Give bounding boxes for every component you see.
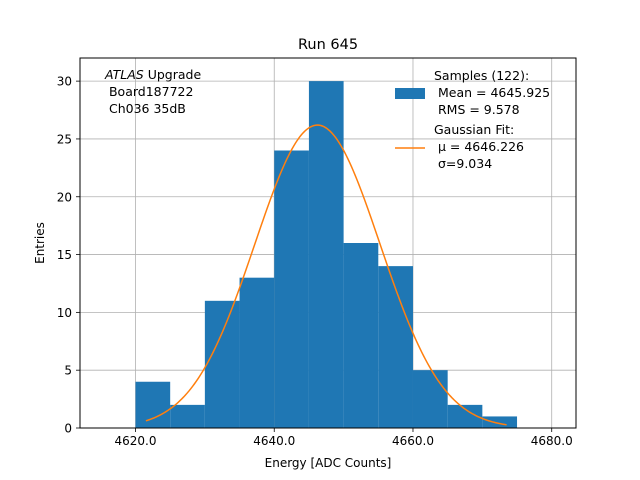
histogram-bar-2 xyxy=(204,300,240,428)
x-tick-label-2: 4660.0 xyxy=(392,434,434,448)
histogram-bar-0 xyxy=(135,381,171,428)
annotation-line-3: Ch036 35dB xyxy=(105,101,186,116)
legend-samples-patch xyxy=(395,88,425,99)
legend-samples-line-1: Samples (122): xyxy=(434,68,529,83)
x-axis-label: Energy [ADC Counts] xyxy=(265,456,392,470)
y-axis: 0 5 10 15 20 25 30 xyxy=(57,75,80,436)
chart-title: Run 645 xyxy=(298,37,358,53)
annotation-line-1: ATLAS Upgrade xyxy=(104,67,201,82)
histogram-bar-8 xyxy=(412,370,448,428)
legend: Samples (122): Mean = 4645.925 RMS = 9.5… xyxy=(395,68,550,171)
histogram-bar-3 xyxy=(239,277,275,428)
histogram-bar-1 xyxy=(170,404,205,428)
legend-samples-line-3: RMS = 9.578 xyxy=(434,102,520,117)
legend-fit-line-2: μ = 4646.226 xyxy=(434,139,524,154)
y-tick-label-5: 25 xyxy=(57,132,72,146)
histogram-bar-10 xyxy=(482,416,518,428)
plot-frame xyxy=(79,57,577,429)
histogram-bar-9 xyxy=(447,404,483,428)
legend-samples-line-2: Mean = 4645.925 xyxy=(434,85,550,100)
y-tick-label-6: 30 xyxy=(57,75,72,89)
annotation-line-2: Board187722 xyxy=(105,84,193,99)
x-tick-label-3: 4680.0 xyxy=(531,434,573,448)
histogram-bar-4 xyxy=(274,150,309,428)
x-tick-label-0: 4620.0 xyxy=(114,434,156,448)
histogram-bar-7 xyxy=(378,266,413,428)
histogram-bar-5 xyxy=(308,81,344,428)
annotation: ATLAS Upgrade Board187722 Ch036 35dB xyxy=(104,67,201,116)
y-tick-label-3: 15 xyxy=(57,248,72,262)
gaussian-fit-curve xyxy=(145,124,507,426)
y-tick-label-4: 20 xyxy=(57,190,72,204)
legend-fit-line-3: σ=9.034 xyxy=(434,156,492,171)
y-tick-label-1: 5 xyxy=(64,364,72,378)
y-axis-label: Entries xyxy=(33,222,47,264)
histogram-bar-6 xyxy=(343,243,379,428)
y-tick-label-2: 10 xyxy=(57,306,72,320)
x-axis: 4620.0 4640.0 4660.0 4680.0 xyxy=(114,428,573,448)
x-tick-label-1: 4640.0 xyxy=(253,434,295,448)
histogram-bars xyxy=(135,81,518,428)
y-tick-label-0: 0 xyxy=(64,422,72,436)
legend-fit-line-1: Gaussian Fit: xyxy=(434,122,514,137)
